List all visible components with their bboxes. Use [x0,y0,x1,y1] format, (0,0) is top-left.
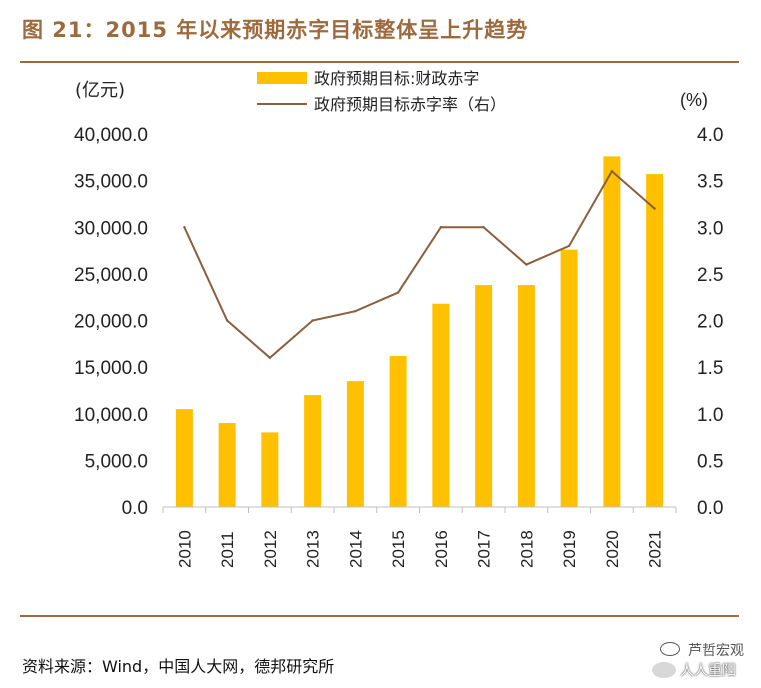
y-left-tick-label: 10,000.0 [74,405,148,426]
y-left-tick-label: 20,000.0 [74,312,148,333]
y-right-tick-label: 1.5 [697,358,723,379]
bar-2013 [304,395,322,507]
x-tick-label: 2021 [646,530,665,568]
y-right-tick-label: 4.0 [697,125,723,146]
source-note: 资料来源：Wind，中国人大网，德邦研究所 [22,657,335,676]
y-left-tick-label: 25,000.0 [74,265,148,286]
deficit-ratio-point-2021 [653,207,656,210]
bar-2015 [389,355,407,507]
deficit-ratio-point-2011 [225,319,229,322]
bar-2012 [261,432,279,507]
y-left-tick-label: 5,000.0 [85,451,148,472]
y-left-tick-label: 0.0 [122,498,148,519]
bar-2016 [432,303,450,507]
x-tick-label: 2017 [475,530,494,568]
bar-2014 [346,381,364,507]
deficit-ratio-point-2016 [439,226,443,229]
y-right-tick-label: 2.0 [697,312,723,333]
y-right-tick-label: 0.5 [697,451,723,472]
y-right-tick-label: 0.0 [697,498,723,519]
watermark-badge-icon [652,662,676,678]
title-divider [20,61,739,63]
deficit-ratio-point-2019 [567,244,571,248]
x-tick-label: 2011 [218,531,237,568]
wechat-logo-icon [660,642,680,656]
watermark-text-2: 人人重阳 [680,663,736,679]
x-tick-label: 2016 [432,530,451,568]
deficit-ratio-point-2020 [610,170,614,173]
x-tick-label: 2018 [517,530,536,568]
bar-2021 [646,174,664,507]
bar-2020 [603,156,621,507]
x-tick-label: 2010 [175,530,194,568]
bar-2017 [475,285,493,507]
deficit-ratio-point-2010 [183,226,186,229]
y-left-unit: (亿元) [75,80,125,101]
deficit-ratio-line [183,169,656,360]
x-tick-label: 2014 [346,530,365,568]
bar-2011 [218,423,236,507]
legend-bar-swatch [257,72,307,84]
deficit-ratio-point-2015 [396,291,400,294]
y-left-tick-label: 30,000.0 [74,218,148,239]
y-left-tick-label: 35,000.0 [74,172,148,193]
watermark-text: 芦哲宏观 [688,643,744,659]
x-tick-label: 2015 [389,530,408,568]
bar-2018 [517,285,535,507]
x-tick-label: 2012 [261,530,280,568]
footer-divider [20,615,739,617]
y-left-tick-label: 15,000.0 [74,358,148,379]
deficit-ratio-point-2017 [482,226,485,229]
x-tick-label: 2019 [560,530,579,568]
y-right-tick-label: 1.0 [697,405,723,426]
chart-legend: 政府预期目标:财政赤字 政府预期目标赤字率（右） [257,69,506,114]
y-left-tick-label: 40,000.0 [74,125,148,146]
bar-2010 [175,409,193,507]
legend-line-label: 政府预期目标赤字率（右） [314,95,506,114]
x-tick-label: 2013 [304,530,323,568]
deficit-ratio-point-2018 [525,263,528,266]
y-right-tick-label: 3.5 [697,172,723,193]
bar-2019 [560,249,578,507]
legend-bar-label: 政府预期目标:财政赤字 [314,69,479,88]
figure-title: 图 21：2015 年以来预期赤字目标整体呈上升趋势 [22,18,529,42]
deficit-ratio-point-2012 [268,356,272,359]
deficit-ratio-point-2014 [354,309,357,313]
y-right-tick-label: 3.0 [697,218,723,239]
deficit-ratio-point-2013 [311,319,314,322]
y-right-unit: (%) [680,90,708,110]
x-tick-label: 2020 [603,530,622,568]
y-right-tick-label: 2.5 [697,265,723,286]
